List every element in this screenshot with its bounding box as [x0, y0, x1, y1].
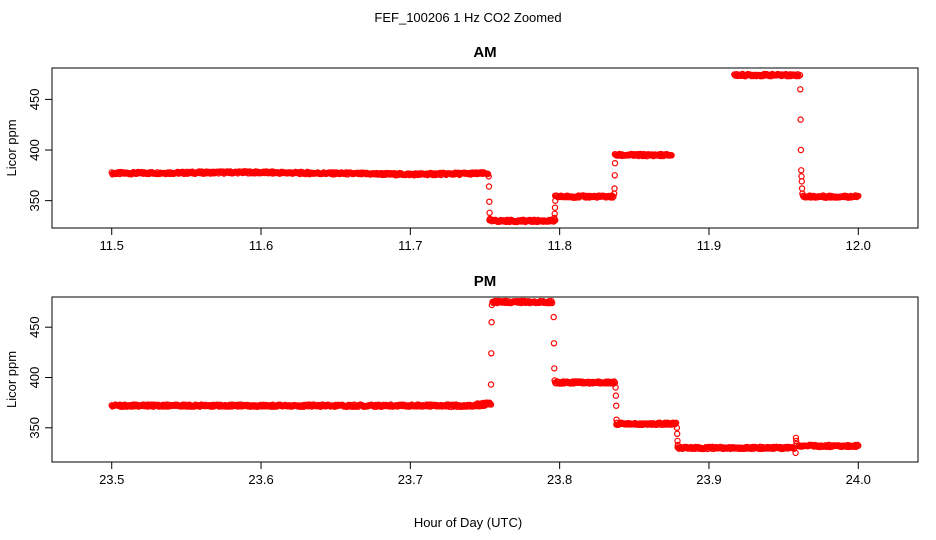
am-data-point — [796, 71, 804, 79]
pm-data-point — [674, 441, 682, 449]
am-data-point — [486, 209, 493, 216]
am-x-tick-label: 11.8 — [547, 238, 571, 253]
am-data-point — [551, 214, 558, 222]
pm-data-point — [674, 437, 681, 445]
pm-data-point — [488, 301, 496, 309]
am-data-point — [552, 197, 559, 204]
figure-x-axis-label: Hour of Day (UTC) — [414, 515, 522, 530]
pm-data-point — [549, 299, 556, 307]
am-data-point — [611, 159, 619, 167]
am-x-tick-label: 11.9 — [697, 238, 721, 253]
am-data-point — [486, 198, 493, 205]
am-data-point — [485, 183, 493, 190]
pm-y-axis-label: Licor ppm — [4, 351, 19, 408]
am-data-point — [855, 192, 862, 200]
am-data-point — [610, 193, 617, 200]
am-data-point — [799, 190, 806, 197]
am-y-tick-label: 400 — [27, 139, 42, 161]
am-y-axis-label: Licor ppm — [4, 119, 19, 176]
figure-title: FEF_100206 1 Hz CO2 Zoomed — [374, 10, 561, 25]
am-plot-frame — [51, 67, 919, 229]
pm-data-point — [674, 430, 681, 437]
pm-data-point — [792, 449, 799, 457]
am-data-point — [797, 116, 804, 123]
am-data-point — [798, 167, 805, 174]
pm-data-point — [487, 401, 495, 408]
am-data-point — [551, 204, 559, 211]
am-y-tick-label: 450 — [27, 89, 42, 111]
am-data-point — [486, 215, 494, 223]
pm-data-point — [613, 402, 620, 409]
am-data-point — [668, 152, 675, 159]
pm-data-point — [793, 437, 800, 445]
pm-x-tick-label: 23.5 — [99, 472, 124, 487]
pm-data-point — [793, 440, 800, 448]
am-x-tick-label: 11.5 — [100, 238, 124, 253]
pm-data-point — [612, 384, 619, 391]
am-data-point — [611, 172, 619, 179]
am-x-tick-label: 12.0 — [846, 238, 871, 253]
am-data-point — [611, 185, 618, 192]
pm-panel-title: PM — [474, 273, 497, 290]
pm-data-point — [487, 381, 495, 388]
am-data-point — [485, 173, 492, 180]
pm-data-point — [550, 340, 558, 347]
am-y-tick-label: 350 — [27, 190, 42, 212]
pm-data-point — [551, 365, 558, 372]
pm-plot-frame — [51, 296, 919, 463]
pm-panel: PM Licor ppm 23.5 23.6 23.7 23.8 23.9 24.0 350 40… — [4, 273, 919, 487]
pm-y-tick-label: 350 — [27, 417, 42, 439]
am-data-points — [108, 70, 862, 226]
pm-data-point — [792, 434, 800, 442]
am-data-point — [798, 178, 806, 185]
pm-x-tick-label: 23.6 — [248, 472, 273, 487]
pm-data-point — [612, 392, 620, 399]
pm-x-tick-label: 24.0 — [846, 472, 871, 487]
am-x-tick-label: 11.7 — [398, 238, 422, 253]
am-panel: AM Licor ppm 11.5 11.6 11.7 11.8 11.9 12.0 350 40… — [4, 44, 919, 253]
pm-data-point — [613, 419, 621, 426]
am-data-point — [797, 86, 804, 93]
pm-data-point — [487, 400, 494, 407]
pm-data-point — [488, 350, 495, 357]
pm-data-point — [855, 442, 862, 449]
pm-data-point — [673, 424, 681, 431]
pm-data-points — [108, 297, 862, 457]
pm-data-point — [488, 319, 495, 326]
pm-x-tick-label: 23.9 — [696, 472, 721, 487]
pm-data-point — [613, 416, 620, 423]
pm-data-point — [551, 377, 558, 384]
pm-data-point — [854, 441, 861, 449]
pm-y-tick-label: 450 — [27, 316, 42, 338]
pm-y-tick-label: 400 — [27, 367, 42, 389]
pm-x-tick-label: 23.8 — [547, 472, 572, 487]
am-data-point — [797, 146, 805, 154]
pm-x-tick-label: 23.7 — [398, 472, 423, 487]
am-x-tick-label: 11.6 — [249, 238, 273, 253]
am-data-point — [798, 185, 806, 192]
am-data-point — [551, 210, 558, 217]
am-panel-title: AM — [473, 44, 496, 61]
pm-data-point — [550, 313, 557, 321]
